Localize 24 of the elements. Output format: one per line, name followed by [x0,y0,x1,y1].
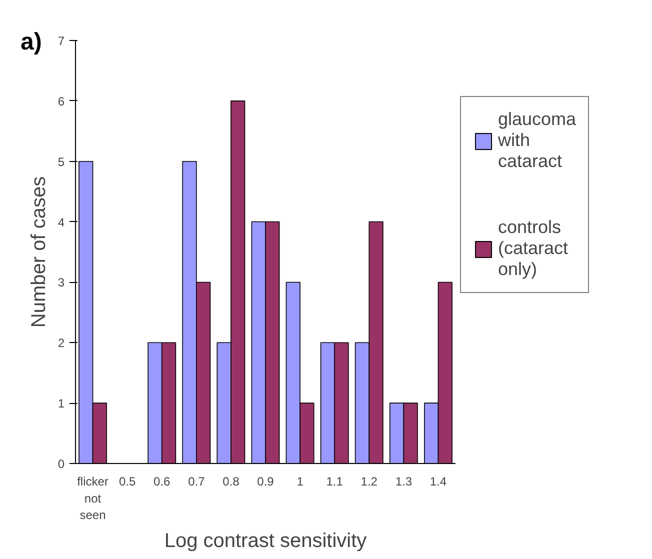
y-axis-title: Number of cases [28,176,50,328]
x-tick-label: 0.8 [222,474,240,488]
y-tick-label: 2 [58,336,65,350]
x-tick-label: 0.6 [154,474,171,488]
chart-title: a) [20,28,42,56]
x-tick-label: flicker not seen [77,474,108,522]
y-tick-label: 6 [58,94,65,108]
x-axis-title: Log contrast sensitivity [164,530,367,552]
x-tick-label: 1.2 [360,474,378,488]
legend-label: controls (cataract only) [498,217,568,280]
y-tick-label: 5 [58,154,65,169]
y-tick-label: 4 [58,215,65,230]
y-tick-label: 0 [58,457,65,471]
x-tick-label: 1.3 [395,474,412,488]
y-tick-label: 1 [58,396,65,411]
x-tick-label: 1 [296,474,304,488]
y-tick-label: 3 [58,276,65,290]
x-tick-label: 1.1 [326,474,344,488]
x-tick-label: 0.7 [188,474,206,488]
legend-label: glaucoma with cataract [498,109,576,172]
x-tick-label: 1.4 [430,474,447,488]
x-tick-label: 0.5 [118,474,136,488]
x-tick-label: 0.9 [257,474,274,488]
y-tick-label: 7 [58,34,65,48]
